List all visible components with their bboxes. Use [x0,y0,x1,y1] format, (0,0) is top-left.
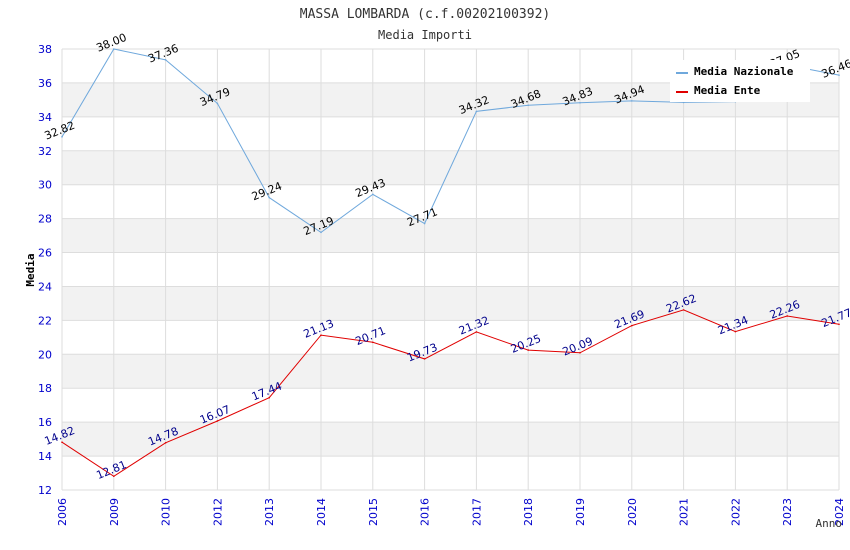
data-label-media-nazionale-2024: 36.46 [820,57,850,81]
x-tick-label-2023: 2023 [781,498,794,526]
data-label-media-ente-2015: 20.71 [353,324,387,348]
y-tick-label-14: 14 [38,450,52,463]
x-tick-label-2013: 2013 [263,498,276,526]
x-tick-label-2012: 2012 [211,498,224,526]
point-media-ente-2006 [61,441,63,443]
x-tick-label-2009: 2009 [108,498,121,526]
point-media-nazionale-2014 [320,231,322,234]
point-media-nazionale-2015 [372,193,374,196]
x-tick-label-2019: 2019 [574,498,587,526]
point-media-ente-2013 [268,396,271,399]
legend-label-media-nazionale: Media Nazionale [694,65,794,78]
point-media-ente-2017 [475,331,478,333]
x-axis-label: Anno [816,517,843,530]
point-media-nazionale-2020 [631,100,633,102]
point-media-nazionale-2009 [113,48,115,50]
point-media-ente-2021 [682,309,685,311]
data-label-media-ente-2018: 20.25 [509,332,543,356]
x-tick-label-2021: 2021 [678,498,691,526]
x-tick-label-2015: 2015 [367,498,380,526]
x-tick-label-2006: 2006 [56,498,69,526]
point-media-nazionale-2010 [164,59,167,61]
point-media-nazionale-2012 [216,102,219,105]
y-axis-label: Media [24,253,37,286]
x-tick-label-2020: 2020 [626,498,639,526]
point-media-ente-2012 [216,420,219,422]
y-tick-label-28: 28 [38,213,52,226]
point-media-ente-2019 [579,351,581,354]
x-tick-label-2017: 2017 [470,498,483,526]
y-tick-label-16: 16 [38,416,52,429]
y-tick-label-38: 38 [38,43,52,56]
point-media-ente-2024 [838,323,840,326]
x-tick-label-2018: 2018 [522,498,535,526]
y-tick-label-32: 32 [38,145,52,158]
point-media-ente-2016 [423,358,426,360]
band-18 [62,354,839,389]
point-media-nazionale-2017 [475,110,478,113]
point-media-nazionale-2013 [268,196,271,199]
background-bands [62,82,839,457]
y-tick-label-12: 12 [38,484,52,497]
y-tick-label-30: 30 [38,179,52,192]
chart-title: MASSA LOMBARDA (c.f.00202100392) [300,7,550,22]
data-label-media-nazionale-2010: 37.36 [146,42,180,66]
x-tick-label-2024: 2024 [833,498,846,526]
series-line-media-ente [61,309,840,477]
y-tick-label-20: 20 [38,348,52,361]
chart-subtitle: Media Importi [378,28,472,42]
data-label-media-ente-2009: 12.81 [94,458,128,482]
point-media-ente-2020 [631,324,633,327]
y-tick-label-36: 36 [38,77,52,90]
y-tick-label-34: 34 [38,111,52,124]
point-media-nazionale-2006 [61,136,63,138]
point-media-ente-2015 [372,341,374,344]
legend-label-media-ente: Media Ente [694,84,761,97]
point-media-ente-2023 [786,315,788,317]
point-media-nazionale-2021 [682,101,685,104]
y-tick-label-24: 24 [38,280,52,293]
x-tick-label-2014: 2014 [315,498,328,526]
point-media-ente-2022 [734,330,737,333]
point-media-ente-2014 [320,334,322,336]
x-tick-label-2022: 2022 [729,498,742,526]
point-media-nazionale-2019 [579,101,581,104]
legend-box [670,60,810,102]
point-media-nazionale-2018 [527,104,529,107]
x-tick-label-2010: 2010 [160,498,173,526]
y-tick-label-26: 26 [38,247,52,260]
band-14 [62,422,839,457]
x-tick-label-2016: 2016 [419,498,432,526]
legend: Media Nazionale Media Ente [670,60,810,102]
point-media-ente-2010 [164,442,167,444]
y-tick-label-22: 22 [38,314,52,327]
point-media-nazionale-2024 [838,74,840,76]
band-26 [62,218,839,253]
x-tick-labels: 2006 2009 2010 2012 2013 2014 2015 2016 2017 2018… [56,498,846,526]
point-media-nazionale-2016 [423,222,426,225]
y-tick-labels: 12 14 16 18 20 22 24 26 28 30 32 34 36 38 [38,43,52,497]
y-tick-label-18: 18 [38,382,52,395]
point-media-ente-2018 [527,349,529,351]
band-22 [62,286,839,321]
grid-lines [61,48,840,491]
point-media-ente-2009 [113,475,115,478]
